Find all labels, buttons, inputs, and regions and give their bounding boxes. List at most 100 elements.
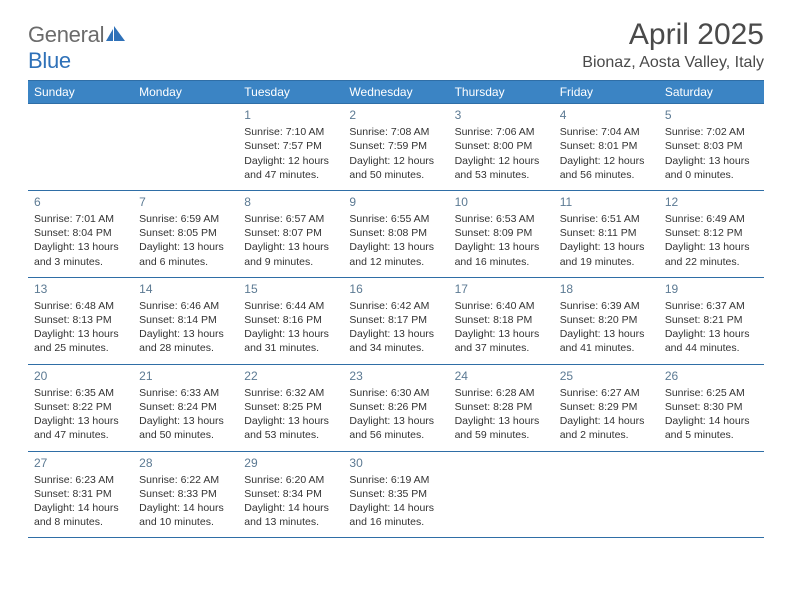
sunset-text: Sunset: 8:11 PM bbox=[560, 226, 653, 240]
day-cell: 15 Sunrise: 6:44 AMSunset: 8:16 PMDayligh… bbox=[238, 277, 343, 364]
day-cell: 19Sunrise: 6:37 AMSunset: 8:21 PMDayligh… bbox=[659, 277, 764, 364]
daylight-text: Daylight: 14 hours and 5 minutes. bbox=[665, 414, 758, 442]
sunset-text: Sunset: 8:20 PM bbox=[560, 313, 653, 327]
daylight-text: Daylight: 14 hours and 16 minutes. bbox=[349, 501, 442, 529]
day-cell: 8Sunrise: 6:57 AMSunset: 8:07 PMDaylight… bbox=[238, 190, 343, 277]
day-number: 22 bbox=[244, 368, 337, 384]
day-number: 6 bbox=[34, 194, 127, 210]
daylight-text: Daylight: 13 hours and 31 minutes. bbox=[244, 327, 337, 355]
day-cell: 4 Sunrise: 7:04 AMSunset: 8:01 PMDaylight… bbox=[554, 104, 659, 191]
sunset-text: Sunset: 8:00 PM bbox=[455, 139, 548, 153]
sunrise-text: Sunrise: 6:28 AM bbox=[455, 386, 548, 400]
sunrise-text: Sunrise: 7:04 AM bbox=[560, 125, 653, 139]
sunset-text: Sunset: 8:05 PM bbox=[139, 226, 232, 240]
sail-icon bbox=[106, 22, 126, 48]
day-cell: 11Sunrise: 6:51 AMSunset: 8:11 PMDayligh… bbox=[554, 190, 659, 277]
page-title: April 2025 bbox=[582, 18, 764, 52]
daylight-text: Daylight: 12 hours and 50 minutes. bbox=[349, 154, 442, 182]
sunrise-text: Sunrise: 7:01 AM bbox=[34, 212, 127, 226]
day-number: 20 bbox=[34, 368, 127, 384]
sunrise-text: Sunrise: 6:48 AM bbox=[34, 299, 127, 313]
day-header: Saturday bbox=[659, 81, 764, 104]
sunrise-text: Sunrise: 7:02 AM bbox=[665, 125, 758, 139]
sunrise-text: Sunrise: 7:06 AM bbox=[455, 125, 548, 139]
daylight-text: Daylight: 13 hours and 6 minutes. bbox=[139, 240, 232, 268]
sunrise-text: Sunrise: 7:10 AM bbox=[244, 125, 337, 139]
sunset-text: Sunset: 8:08 PM bbox=[349, 226, 442, 240]
day-cell: 16Sunrise: 6:42 AMSunset: 8:17 PMDayligh… bbox=[343, 277, 448, 364]
daylight-text: Daylight: 13 hours and 22 minutes. bbox=[665, 240, 758, 268]
sunset-text: Sunset: 8:16 PM bbox=[244, 313, 337, 327]
day-header: Tuesday bbox=[238, 81, 343, 104]
calendar-body: 1Sunrise: 7:10 AMSunset: 7:57 PMDaylight… bbox=[28, 104, 764, 538]
daylight-text: Daylight: 13 hours and 44 minutes. bbox=[665, 327, 758, 355]
sunset-text: Sunset: 8:07 PM bbox=[244, 226, 337, 240]
day-number: 19 bbox=[665, 281, 758, 297]
daylight-text: Daylight: 13 hours and 3 minutes. bbox=[34, 240, 127, 268]
logo-part2: Blue bbox=[28, 48, 71, 73]
sunset-text: Sunset: 8:14 PM bbox=[139, 313, 232, 327]
day-number: 30 bbox=[349, 455, 442, 471]
day-cell: 5Sunrise: 7:02 AMSunset: 8:03 PMDaylight… bbox=[659, 104, 764, 191]
sunrise-text: Sunrise: 6:49 AM bbox=[665, 212, 758, 226]
empty-cell bbox=[554, 451, 659, 538]
day-number: 17 bbox=[455, 281, 548, 297]
sunset-text: Sunset: 8:29 PM bbox=[560, 400, 653, 414]
day-number: 13 bbox=[34, 281, 127, 297]
empty-cell bbox=[449, 451, 554, 538]
sunrise-text: Sunrise: 6:44 AM bbox=[244, 299, 337, 313]
daylight-text: Daylight: 13 hours and 47 minutes. bbox=[34, 414, 127, 442]
day-header: Friday bbox=[554, 81, 659, 104]
daylight-text: Daylight: 13 hours and 56 minutes. bbox=[349, 414, 442, 442]
day-cell: 30Sunrise: 6:19 AMSunset: 8:35 PMDayligh… bbox=[343, 451, 448, 538]
sunrise-text: Sunrise: 6:51 AM bbox=[560, 212, 653, 226]
empty-cell bbox=[28, 104, 133, 191]
sunset-text: Sunset: 8:18 PM bbox=[455, 313, 548, 327]
day-cell: 2Sunrise: 7:08 AMSunset: 7:59 PMDaylight… bbox=[343, 104, 448, 191]
day-number: 7 bbox=[139, 194, 232, 210]
day-number: 10 bbox=[455, 194, 548, 210]
day-number: 1 bbox=[244, 107, 337, 123]
sunset-text: Sunset: 8:01 PM bbox=[560, 139, 653, 153]
day-cell: 9Sunrise: 6:55 AMSunset: 8:08 PMDaylight… bbox=[343, 190, 448, 277]
logo-text: GeneralBlue bbox=[28, 22, 126, 74]
page: GeneralBlue April 2025 Bionaz, Aosta Val… bbox=[0, 0, 792, 538]
sunset-text: Sunset: 7:57 PM bbox=[244, 139, 337, 153]
day-cell: 13Sunrise: 6:48 AMSunset: 8:13 PMDayligh… bbox=[28, 277, 133, 364]
header: GeneralBlue April 2025 Bionaz, Aosta Val… bbox=[28, 18, 764, 74]
day-cell: 18Sunrise: 6:39 AMSunset: 8:20 PMDayligh… bbox=[554, 277, 659, 364]
logo: GeneralBlue bbox=[28, 22, 126, 74]
day-cell: 25Sunrise: 6:27 AMSunset: 8:29 PMDayligh… bbox=[554, 364, 659, 451]
day-cell: 14Sunrise: 6:46 AMSunset: 8:14 PMDayligh… bbox=[133, 277, 238, 364]
day-cell: 27Sunrise: 6:23 AMSunset: 8:31 PMDayligh… bbox=[28, 451, 133, 538]
sunrise-text: Sunrise: 6:32 AM bbox=[244, 386, 337, 400]
sunset-text: Sunset: 8:28 PM bbox=[455, 400, 548, 414]
day-number: 3 bbox=[455, 107, 548, 123]
sunrise-text: Sunrise: 6:57 AM bbox=[244, 212, 337, 226]
sunset-text: Sunset: 8:09 PM bbox=[455, 226, 548, 240]
calendar-head: SundayMondayTuesdayWednesdayThursdayFrid… bbox=[28, 81, 764, 104]
sunrise-text: Sunrise: 6:46 AM bbox=[139, 299, 232, 313]
daylight-text: Daylight: 12 hours and 47 minutes. bbox=[244, 154, 337, 182]
sunrise-text: Sunrise: 6:19 AM bbox=[349, 473, 442, 487]
day-header: Thursday bbox=[449, 81, 554, 104]
day-number: 5 bbox=[665, 107, 758, 123]
daylight-text: Daylight: 13 hours and 41 minutes. bbox=[560, 327, 653, 355]
empty-cell bbox=[133, 104, 238, 191]
day-cell: 7Sunrise: 6:59 AMSunset: 8:05 PMDaylight… bbox=[133, 190, 238, 277]
day-number: 15 bbox=[244, 281, 337, 297]
calendar-row: 27Sunrise: 6:23 AMSunset: 8:31 PMDayligh… bbox=[28, 451, 764, 538]
day-header: Monday bbox=[133, 81, 238, 104]
day-number: 23 bbox=[349, 368, 442, 384]
day-number: 4 bbox=[560, 107, 653, 123]
sunrise-text: Sunrise: 6:40 AM bbox=[455, 299, 548, 313]
sunrise-text: Sunrise: 7:08 AM bbox=[349, 125, 442, 139]
daylight-text: Daylight: 12 hours and 56 minutes. bbox=[560, 154, 653, 182]
sunrise-text: Sunrise: 6:42 AM bbox=[349, 299, 442, 313]
sunrise-text: Sunrise: 6:30 AM bbox=[349, 386, 442, 400]
daylight-text: Daylight: 13 hours and 16 minutes. bbox=[455, 240, 548, 268]
sunset-text: Sunset: 8:12 PM bbox=[665, 226, 758, 240]
day-number: 16 bbox=[349, 281, 442, 297]
day-header: Sunday bbox=[28, 81, 133, 104]
sunset-text: Sunset: 8:33 PM bbox=[139, 487, 232, 501]
